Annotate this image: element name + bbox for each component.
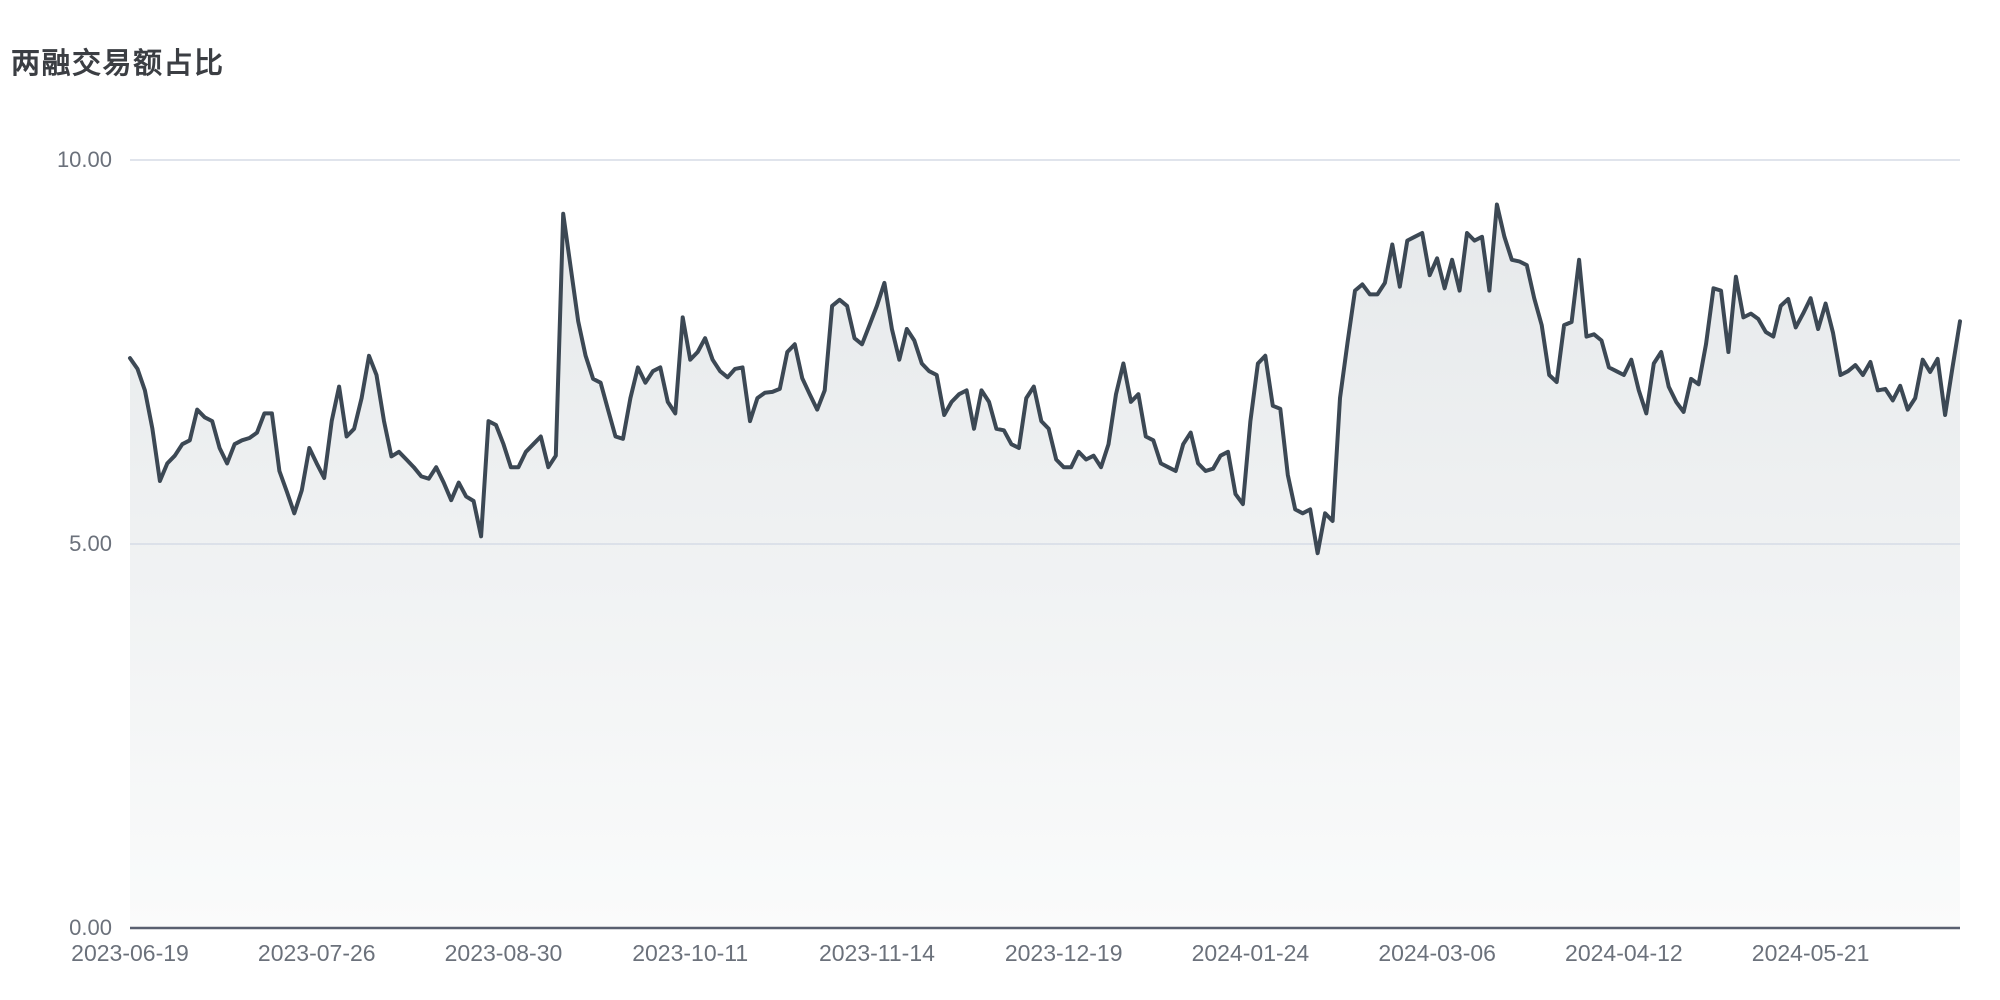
x-axis-tick-label: 2023-08-30 [444, 940, 563, 966]
y-axis-tick-label: 0.00 [69, 915, 112, 940]
x-axis-tick-label: 2023-06-19 [71, 940, 189, 966]
area-fill [130, 204, 1960, 928]
x-axis-tick-label: 2024-05-21 [1751, 940, 1870, 966]
x-axis-tick-label: 2023-10-11 [632, 940, 749, 966]
x-axis-tick-label: 2023-11-14 [818, 940, 935, 966]
gridlines [130, 159, 1960, 545]
x-axis-tick-label: 2024-03-06 [1378, 940, 1496, 966]
x-axis-tick-label: 2024-04-12 [1565, 940, 1683, 966]
y-axis-tick-label: 5.00 [69, 531, 112, 556]
y-axis-tick-label: 10.00 [56, 147, 112, 172]
data-line [128, 202, 1962, 556]
x-axis-tick-label: 2023-07-26 [257, 940, 376, 966]
x-axis-tick-label: 2024-01-24 [1191, 940, 1310, 966]
x-axis-tick-label: 2023-12-19 [1004, 940, 1123, 966]
chart-title: 两融交易额占比 [11, 48, 225, 80]
